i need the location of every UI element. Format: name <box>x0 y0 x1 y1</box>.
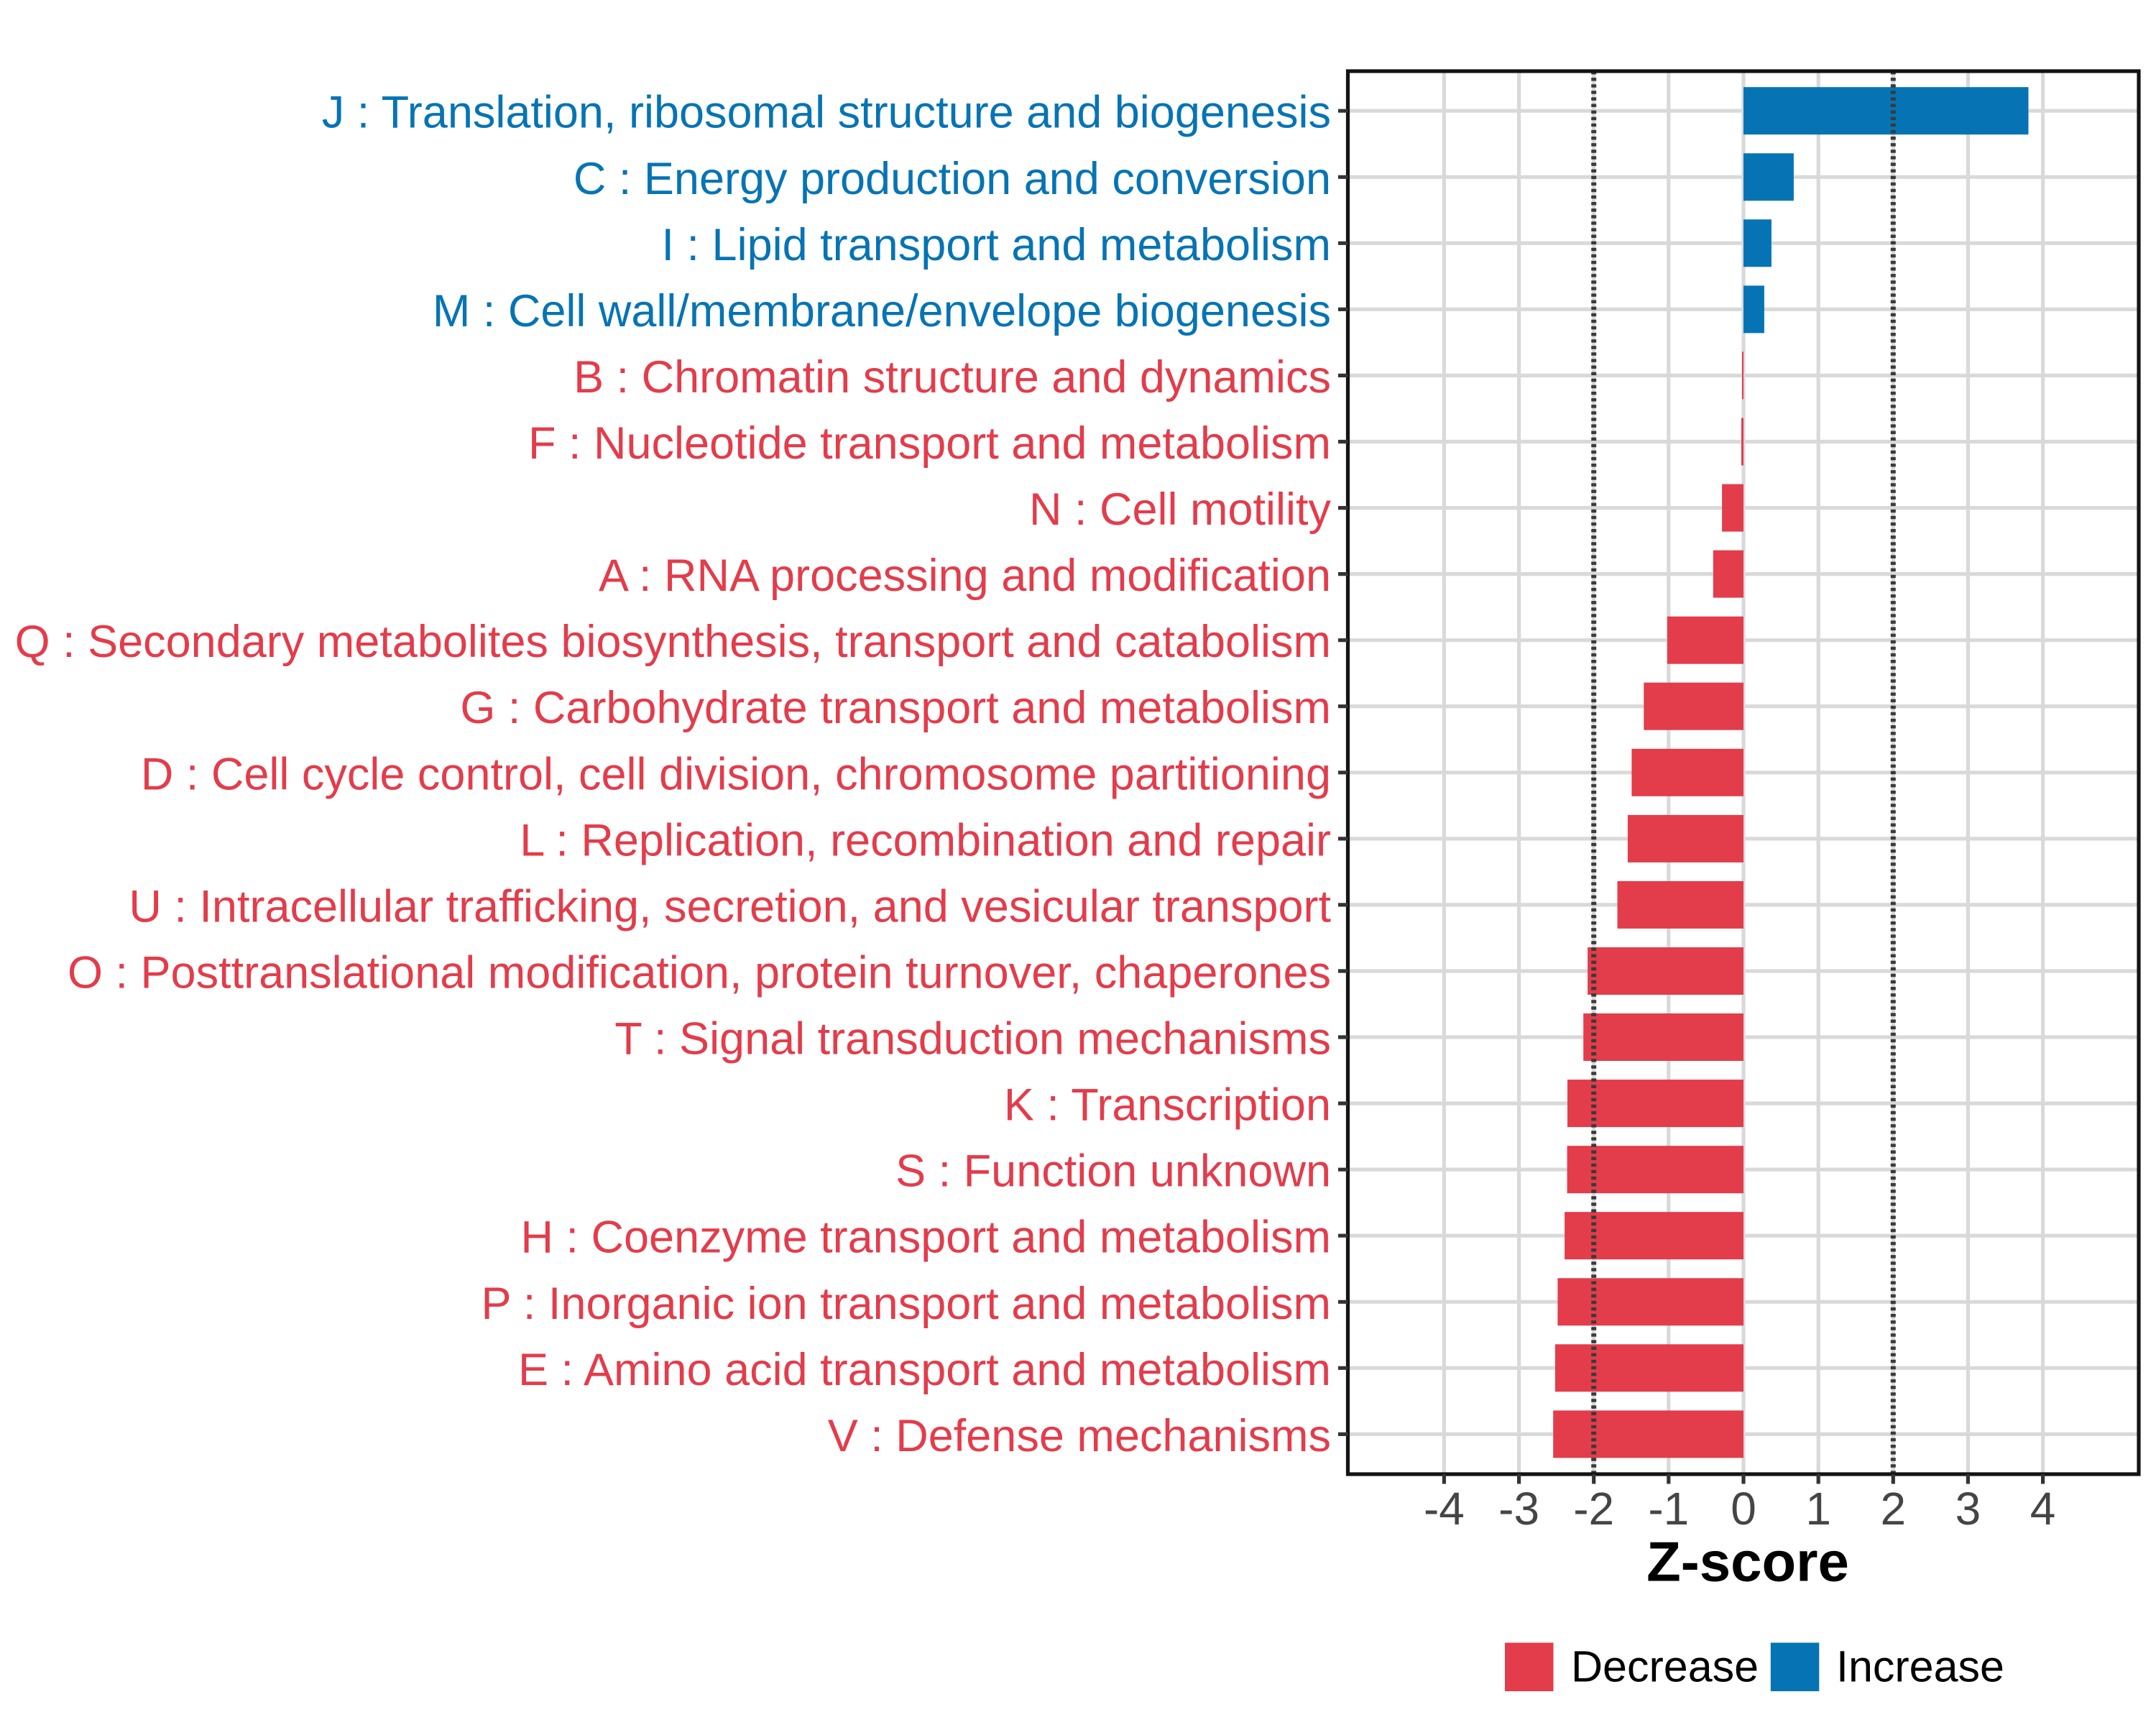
svg-text:J : Translation, ribosomal str: J : Translation, ribosomal structure and… <box>322 88 1331 138</box>
svg-text:H : Coenzyme transport and met: H : Coenzyme transport and metabolism <box>521 1213 1331 1263</box>
svg-text:K : Transcription: K : Transcription <box>1004 1080 1331 1131</box>
svg-text:-2: -2 <box>1573 1483 1614 1535</box>
svg-text:1: 1 <box>1805 1483 1831 1535</box>
svg-text:G : Carbohydrate transport and: G : Carbohydrate transport and metabolis… <box>460 683 1331 733</box>
svg-text:2: 2 <box>1881 1483 1907 1535</box>
svg-text:O : Posttranslational modifica: O : Posttranslational modification, prot… <box>68 948 1331 998</box>
svg-text:V : Defense mechanisms: V : Defense mechanisms <box>828 1411 1331 1461</box>
svg-text:Z-score: Z-score <box>1646 1530 1849 1593</box>
svg-text:0: 0 <box>1731 1483 1756 1535</box>
svg-text:C : Energy production and conv: C : Energy production and conversion <box>573 154 1331 204</box>
svg-text:S : Function unknown: S : Function unknown <box>895 1146 1331 1197</box>
svg-text:D : Cell cycle control, cell d: D : Cell cycle control, cell division, c… <box>141 749 1331 799</box>
svg-text:F : Nucleotide transport and m: F : Nucleotide transport and metabolism <box>528 418 1331 469</box>
svg-text:T : Signal transduction mechan: T : Signal transduction mechanisms <box>614 1014 1331 1064</box>
svg-text:-1: -1 <box>1648 1483 1689 1535</box>
svg-text:Q : Secondary metabolites bios: Q : Secondary metabolites biosynthesis, … <box>15 617 1331 667</box>
svg-text:U : Intracellular trafficking,: U : Intracellular trafficking, secretion… <box>129 881 1331 932</box>
svg-text:I : Lipid transport and metabo: I : Lipid transport and metabolism <box>662 220 1331 270</box>
svg-text:Decrease: Decrease <box>1571 1642 1759 1691</box>
svg-text:4: 4 <box>2030 1483 2056 1535</box>
svg-text:L : Replication, recombination: L : Replication, recombination and repai… <box>520 815 1331 865</box>
svg-text:N : Cell motility: N : Cell motility <box>1029 484 1332 535</box>
svg-text:A : RNA processing and modific: A : RNA processing and modification <box>599 551 1331 601</box>
svg-text:-4: -4 <box>1424 1483 1465 1535</box>
svg-text:B : Chromatin structure and dy: B : Chromatin structure and dynamics <box>573 352 1331 402</box>
svg-text:M : Cell wall/membrane/envelop: M : Cell wall/membrane/envelope biogenes… <box>433 286 1331 336</box>
svg-text:P : Inorganic ion transport an: P : Inorganic ion transport and metaboli… <box>482 1279 1331 1329</box>
svg-text:-3: -3 <box>1498 1483 1539 1535</box>
svg-text:Increase: Increase <box>1836 1642 2004 1691</box>
svg-text:3: 3 <box>1955 1483 1981 1535</box>
svg-text:E : Amino acid transport and m: E : Amino acid transport and metabolism <box>518 1345 1331 1395</box>
